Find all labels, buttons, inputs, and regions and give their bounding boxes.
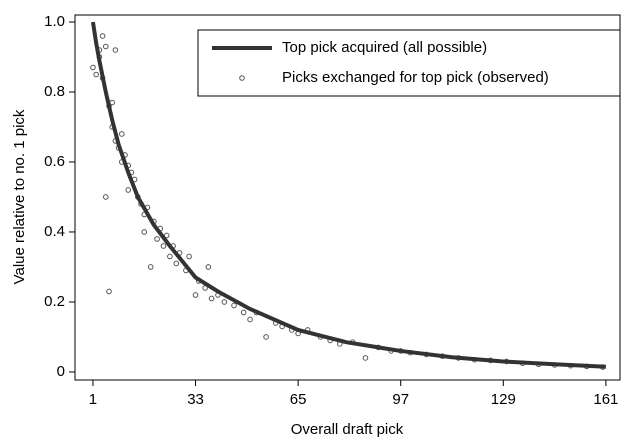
y-tick-label: 1.0 xyxy=(44,13,65,30)
point xyxy=(154,236,160,242)
legend-label: Top pick acquired (all possible) xyxy=(282,39,487,56)
point xyxy=(99,33,106,39)
point xyxy=(362,355,369,361)
point xyxy=(102,194,109,200)
point xyxy=(205,264,212,270)
x-tick-label: 65 xyxy=(290,391,307,408)
point xyxy=(102,43,109,50)
legend-swatch xyxy=(239,75,245,81)
point xyxy=(240,309,247,316)
legend-box xyxy=(197,29,621,97)
y-tick-label: 0.8 xyxy=(44,83,65,100)
x-tick-label: 1 xyxy=(89,391,97,408)
point xyxy=(167,253,173,260)
y-tick-label: 0.2 xyxy=(44,293,65,310)
point xyxy=(93,71,99,78)
x-tick-label: 97 xyxy=(392,391,409,408)
curve xyxy=(90,21,606,369)
x-tick-label: 129 xyxy=(491,391,516,408)
point xyxy=(192,292,199,298)
point xyxy=(263,334,269,340)
point xyxy=(173,260,180,267)
point xyxy=(125,187,132,193)
x-tick-label: 33 xyxy=(187,391,204,408)
legend-label: Picks exchanged for top pick (observed) xyxy=(282,69,549,86)
point xyxy=(106,288,112,295)
x-axis-label: Overall draft pick xyxy=(291,421,404,438)
point xyxy=(247,316,253,323)
y-tick-label: 0.6 xyxy=(44,153,65,170)
plot-frame xyxy=(74,14,621,381)
point xyxy=(231,302,237,309)
x-tick-label: 161 xyxy=(593,391,618,408)
point xyxy=(208,295,215,302)
point xyxy=(141,229,148,235)
y-axis-label: Value relative to no. 1 pick xyxy=(11,109,28,284)
point xyxy=(186,253,192,260)
point xyxy=(221,299,228,305)
point xyxy=(160,243,167,249)
point xyxy=(119,131,125,137)
point xyxy=(90,64,96,71)
y-tick-label: 0 xyxy=(57,363,65,380)
point xyxy=(112,47,119,53)
point xyxy=(147,264,154,270)
y-tick-label: 0.4 xyxy=(44,223,65,240)
